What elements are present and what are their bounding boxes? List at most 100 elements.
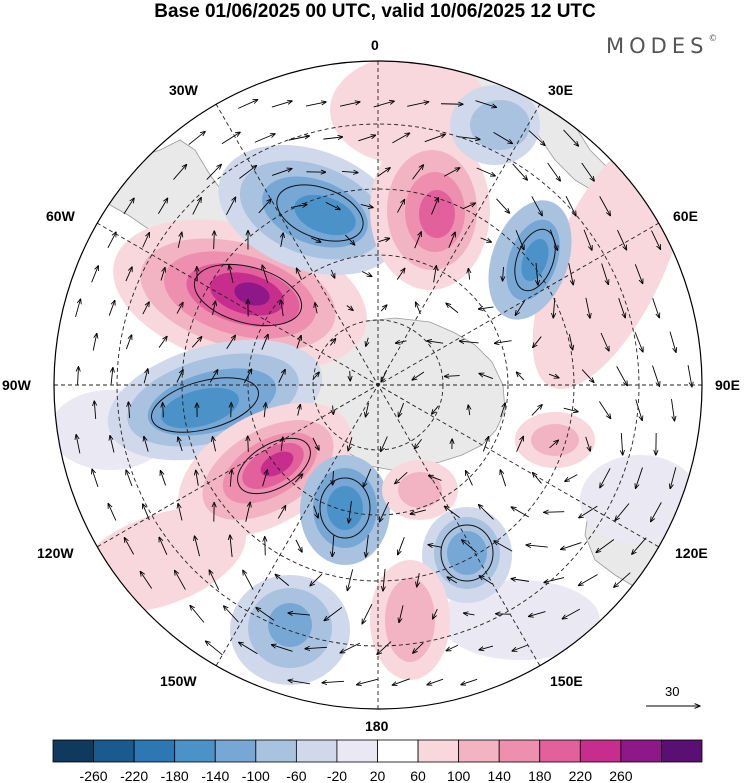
wind-vector — [398, 537, 405, 555]
wind-vector — [687, 365, 692, 387]
colorbar-swatch — [174, 739, 216, 763]
wind-vector — [432, 405, 439, 414]
wind-vector — [239, 166, 256, 179]
wind-vector — [157, 198, 167, 215]
wind-vector — [651, 502, 662, 521]
wind-vector — [440, 104, 463, 105]
wind-vector — [243, 570, 254, 590]
wind-vector — [600, 468, 611, 487]
wind-vector — [399, 605, 404, 622]
wind-vector — [512, 644, 529, 651]
colorbar-swatch — [295, 739, 338, 763]
wind-vector — [111, 368, 113, 385]
wind-vector — [634, 264, 642, 283]
wind-vector — [312, 437, 319, 450]
wind-vector — [197, 267, 198, 282]
colorbar-swatch — [377, 739, 419, 763]
wind-vector — [332, 535, 334, 556]
colorbar-tick-label: -180 — [161, 768, 189, 783]
wind-vector — [544, 577, 565, 583]
wind-vector — [231, 403, 232, 418]
wind-vector — [531, 405, 542, 416]
wind-vector — [635, 399, 642, 420]
wind-vector — [565, 474, 578, 482]
wind-vector — [581, 369, 594, 383]
wind-vector — [191, 337, 202, 348]
wind-vector — [407, 102, 429, 107]
wind-vector — [298, 404, 301, 416]
lon-label-90w: 90W — [2, 377, 31, 393]
wind-vector — [433, 608, 438, 619]
wind-vector — [91, 266, 99, 283]
colorbar-tick-label: -100 — [242, 768, 270, 783]
lon-label-30e: 30E — [548, 82, 573, 98]
lon-label-60w: 60W — [46, 208, 75, 224]
wind-vector — [383, 569, 385, 591]
wind-vector — [414, 438, 422, 449]
wind-vector — [212, 437, 216, 452]
wind-vector — [397, 199, 404, 213]
wind-vector — [652, 365, 660, 387]
wind-vector — [632, 537, 647, 555]
wind-vector — [651, 230, 660, 250]
wind-vector — [322, 681, 345, 682]
wind-vector — [315, 303, 317, 314]
wind-vector — [295, 539, 302, 552]
wind-vector — [365, 402, 368, 417]
wind-vector — [380, 305, 387, 312]
wind-vector — [516, 436, 524, 452]
wind-vector — [581, 162, 594, 181]
wind-vector — [333, 405, 334, 415]
anomaly-shading — [54, 61, 700, 685]
wind-vector — [245, 502, 250, 522]
colorbar-tick-label: 260 — [609, 768, 633, 783]
wind-vector — [466, 471, 473, 486]
wind-vector — [494, 341, 512, 344]
brand-logo: MODES© — [606, 34, 718, 58]
wind-vector — [476, 167, 495, 176]
wind-vector — [243, 369, 251, 384]
wind-vector — [549, 229, 557, 251]
wind-vector — [618, 298, 626, 318]
wind-vector — [296, 335, 301, 349]
colorbar-ticks: -260 -220 -180 -140 -100 -60 -20 20 60 100 140 180 2… — [80, 768, 633, 783]
wind-vector — [288, 136, 310, 141]
wind-vector — [413, 642, 424, 653]
wind-vector — [239, 642, 258, 655]
reference-vector-value: 30 — [665, 684, 680, 699]
wind-vector — [417, 573, 420, 587]
wind-vector — [398, 402, 405, 417]
wind-vector — [142, 233, 150, 248]
wind-vector — [617, 229, 626, 250]
wind-vector — [264, 403, 266, 418]
wind-vector — [443, 168, 460, 177]
wind-vector — [412, 165, 424, 180]
wind-vector — [562, 608, 581, 619]
wind-vector — [462, 540, 477, 553]
wind-vector — [358, 135, 375, 142]
wind-vector — [579, 505, 598, 518]
wind-vector — [238, 100, 257, 109]
wind-vector — [125, 267, 132, 282]
wind-vector — [175, 570, 186, 590]
wind-vector — [192, 198, 201, 215]
wind-vector — [447, 577, 458, 584]
wind-vector — [176, 370, 183, 383]
wind-vector — [329, 339, 335, 346]
wind-vector — [214, 231, 215, 250]
wind-vector — [669, 331, 676, 353]
wind-vector — [446, 644, 459, 651]
wind-vector — [94, 401, 95, 420]
wind-vector — [444, 506, 460, 519]
wind-vector — [578, 574, 598, 586]
wind-vector — [531, 196, 543, 215]
colorbar-swatch — [52, 739, 94, 763]
lon-label-30w: 30W — [169, 82, 198, 98]
wind-vector — [424, 134, 445, 143]
wind-vector — [226, 335, 236, 349]
colorbar-tick-label: 220 — [569, 768, 593, 783]
wind-vector — [360, 204, 373, 207]
wind-vector — [341, 171, 358, 172]
wind-vector — [427, 341, 444, 343]
wind-vector — [158, 336, 167, 348]
